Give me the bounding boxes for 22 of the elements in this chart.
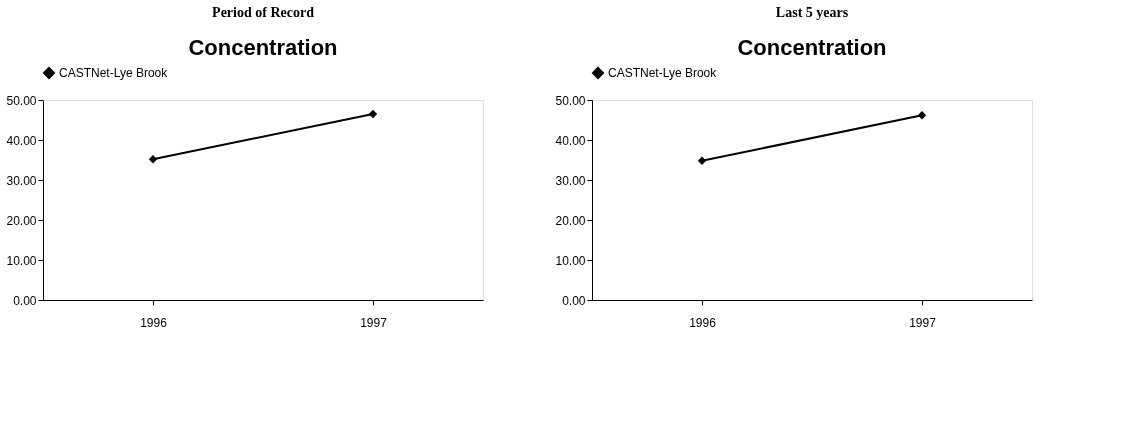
y-tick-label: 20.00 <box>6 213 37 228</box>
x-tick-label: 1997 <box>909 315 937 330</box>
x-tick-label: 1997 <box>360 315 388 330</box>
x-tick-label: 1996 <box>140 315 168 330</box>
y-tick-label: 30.00 <box>6 173 37 188</box>
chart-title: Concentration <box>737 35 887 60</box>
legend-label: CASTNet-Lye Brook <box>59 66 169 80</box>
legend-label: CASTNet-Lye Brook <box>608 66 718 80</box>
y-tick-label: 50.00 <box>555 93 586 108</box>
text: Period of Record <box>212 5 315 20</box>
y-tick-label: 10.00 <box>555 253 586 268</box>
y-tick-label: 50.00 <box>6 93 37 108</box>
y-tick-label: 10.00 <box>6 253 37 268</box>
x-tick-label: 1996 <box>689 315 717 330</box>
chart-title: Concentration <box>188 35 338 60</box>
y-tick-label: 0.00 <box>13 293 37 308</box>
y-tick-label: 30.00 <box>555 173 586 188</box>
y-tick-label: 0.00 <box>562 293 586 308</box>
y-tick-label: 20.00 <box>555 213 586 228</box>
y-tick-label: 40.00 <box>555 133 586 148</box>
text: Last 5 years <box>775 5 849 20</box>
y-tick-label: 40.00 <box>6 133 37 148</box>
